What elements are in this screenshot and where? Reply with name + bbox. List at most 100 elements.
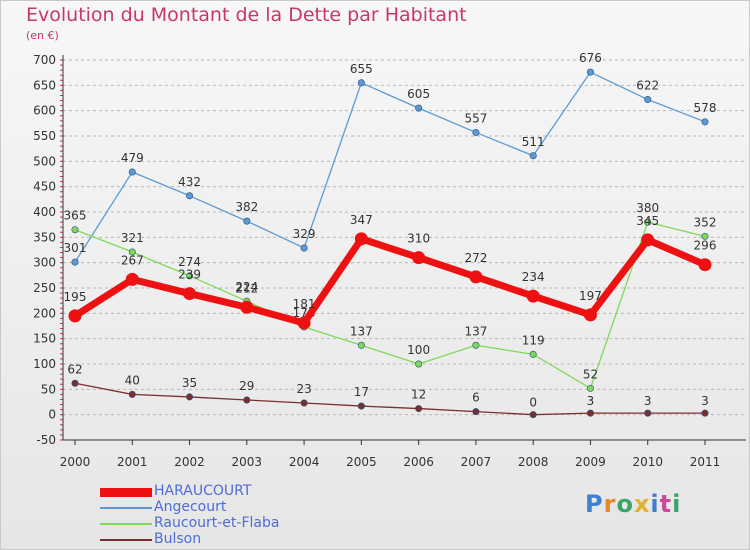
data-point: [701, 118, 709, 126]
data-point: [183, 287, 197, 301]
proxiti-logo: Proxiti: [585, 490, 681, 518]
data-point: [357, 79, 365, 87]
data-label: 29: [239, 379, 254, 393]
data-point: [701, 409, 709, 417]
y-tick-label: 600: [33, 104, 56, 118]
x-tick-label: 2010: [632, 455, 663, 469]
data-label: 197: [579, 289, 602, 303]
logo-letter: x: [633, 490, 651, 518]
data-label: 3: [644, 394, 652, 408]
legend-item: Bulson: [100, 531, 340, 548]
legend-swatch: [100, 523, 152, 525]
data-label: 310: [407, 232, 430, 246]
logo-letter: t: [659, 490, 673, 518]
legend-label: Raucourt-et-Flaba: [154, 515, 280, 531]
data-point: [186, 192, 194, 200]
y-tick-label: 650: [33, 78, 56, 92]
data-label: 137: [464, 324, 487, 338]
data-point: [583, 308, 597, 322]
data-label: 321: [121, 231, 144, 245]
chart-unit-label: (en €): [26, 29, 59, 42]
data-label: 6: [472, 391, 480, 405]
data-point: [586, 68, 594, 76]
data-point: [644, 218, 652, 226]
series-line-haraucourt: [73, 235, 707, 327]
x-tick-label: 2007: [461, 455, 492, 469]
legend-swatch: [100, 539, 152, 541]
data-point: [243, 396, 251, 404]
data-point: [240, 300, 254, 314]
data-label: 234: [522, 270, 545, 284]
legend-label: Bulson: [154, 531, 202, 547]
data-point: [586, 409, 594, 417]
y-tick-label: 150: [33, 332, 56, 346]
series-line-angecourt: [74, 71, 706, 263]
data-label: 267: [121, 253, 144, 267]
data-label: 12: [411, 388, 426, 402]
data-label: 622: [636, 79, 659, 93]
data-label: 676: [579, 51, 602, 65]
y-tick-label: 100: [33, 357, 56, 371]
data-point: [472, 128, 480, 136]
data-point: [641, 233, 655, 247]
y-tick-label: 450: [33, 180, 56, 194]
data-label: 347: [350, 213, 373, 227]
logo-letter: r: [603, 490, 617, 518]
data-point: [472, 341, 480, 349]
data-point: [357, 341, 365, 349]
data-label: 239: [178, 268, 201, 282]
data-label: 0: [529, 396, 537, 410]
data-point: [644, 409, 652, 417]
data-point: [415, 104, 423, 112]
data-point: [300, 399, 308, 407]
y-tick-label: 50: [41, 382, 56, 396]
x-tick-label: 2009: [575, 455, 606, 469]
legend-item: HARAUCOURT: [100, 483, 340, 500]
data-label: 352: [694, 215, 717, 229]
data-label: 137: [350, 324, 373, 338]
data-point: [415, 360, 423, 368]
legend-label: HARAUCOURT: [154, 483, 252, 499]
data-label: 212: [235, 281, 258, 295]
data-label: 17: [354, 385, 369, 399]
data-label: 382: [235, 200, 258, 214]
logo-letter: i: [672, 490, 682, 518]
data-point: [529, 350, 537, 358]
data-label: 3: [701, 394, 709, 408]
data-label: 100: [407, 343, 430, 357]
x-tick-label: 2004: [289, 455, 320, 469]
data-point: [586, 384, 594, 392]
data-point: [415, 405, 423, 413]
y-tick-label: 250: [33, 281, 56, 295]
data-label: 35: [182, 376, 197, 390]
y-tick-label: 700: [33, 53, 56, 67]
data-label: 119: [522, 333, 545, 347]
data-point: [186, 393, 194, 401]
data-label: 274: [178, 255, 201, 269]
x-tick-label: 2006: [403, 455, 434, 469]
data-label: 301: [64, 241, 87, 255]
data-point: [701, 232, 709, 240]
data-point: [128, 168, 136, 176]
legend-swatch: [100, 487, 152, 497]
data-label: 181: [293, 297, 316, 311]
x-tick-label: 2005: [346, 455, 377, 469]
data-label: 3: [587, 394, 595, 408]
x-tick-label: 2008: [518, 455, 549, 469]
x-tick-label: 2002: [174, 455, 205, 469]
data-label: 432: [178, 175, 201, 189]
legend-item: Raucourt-et-Flaba: [100, 515, 340, 532]
x-tick-label: 2000: [60, 455, 91, 469]
data-label: 224: [235, 280, 258, 294]
y-tick-label: 500: [33, 154, 56, 168]
series-line-bulson: [74, 382, 705, 416]
legend-label: Angecourt: [154, 499, 227, 515]
y-tick-label: 350: [33, 230, 56, 244]
logo-letter: P: [585, 490, 604, 518]
data-point: [71, 258, 79, 266]
data-label: 345: [636, 214, 659, 228]
data-label: 296: [694, 239, 717, 253]
data-point: [529, 411, 537, 419]
data-label: 557: [464, 111, 487, 125]
